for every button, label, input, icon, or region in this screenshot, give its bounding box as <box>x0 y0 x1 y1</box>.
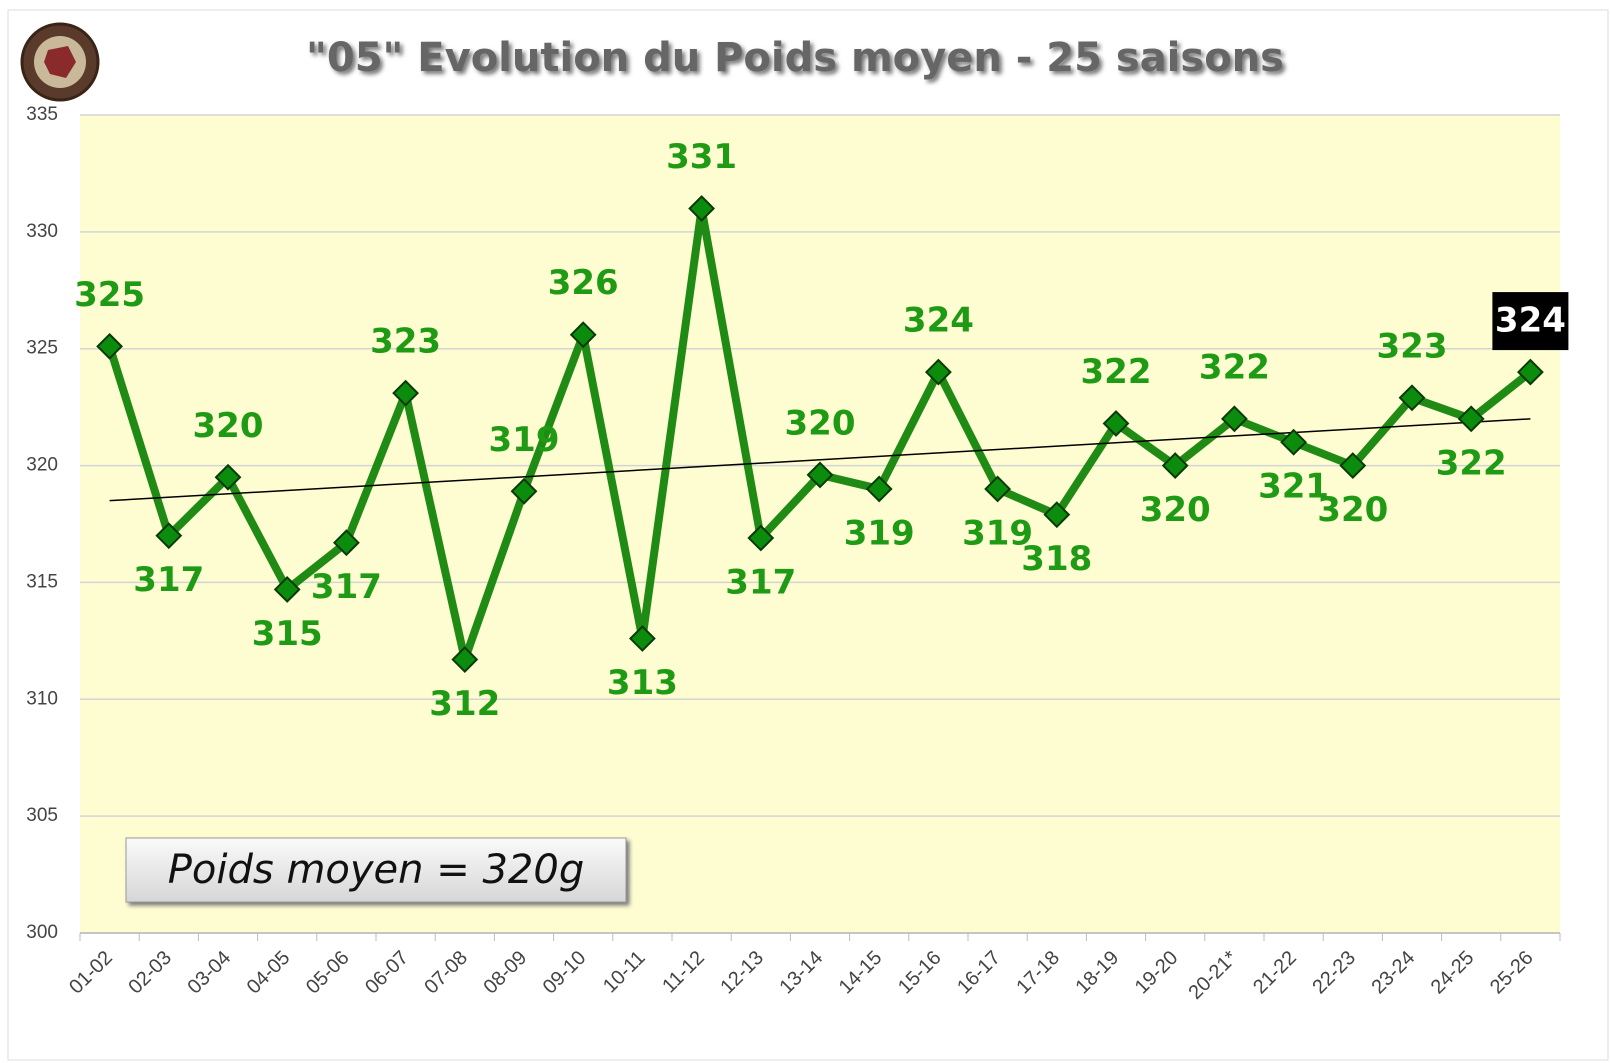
y-tick-label: 310 <box>26 688 58 709</box>
value-label: 322 <box>1436 443 1507 483</box>
value-label: 319 <box>489 420 560 460</box>
marker <box>1102 410 1130 437</box>
value-label: 322 <box>1081 352 1152 392</box>
marker <box>688 195 716 222</box>
chart-title: "05" Evolution du Poids moyen - 25 saiso… <box>306 35 1284 81</box>
marker <box>1280 428 1308 456</box>
value-label: 321 <box>1258 467 1329 507</box>
value-label: 318 <box>1021 539 1092 579</box>
annotation-box <box>125 837 627 903</box>
value-label: 319 <box>844 513 915 553</box>
marker <box>1043 501 1071 529</box>
plot-area <box>80 115 1560 933</box>
value-label: 320 <box>1140 490 1211 530</box>
y-tick-label: 305 <box>26 805 58 826</box>
marker <box>1516 358 1544 386</box>
marker <box>392 379 420 407</box>
y-tick-label: 320 <box>26 455 58 476</box>
marker <box>96 332 124 360</box>
value-label: 313 <box>607 663 678 703</box>
value-label: 324 <box>903 301 974 341</box>
y-tick-label: 325 <box>26 338 58 359</box>
marker <box>628 625 656 652</box>
marker <box>747 524 775 552</box>
marker <box>155 522 183 550</box>
value-label: 325 <box>74 275 145 315</box>
marker <box>924 358 952 386</box>
marker <box>865 475 893 503</box>
y-tick-label: 330 <box>26 221 58 242</box>
value-label: 317 <box>311 567 382 607</box>
y-tick-label: 300 <box>26 922 58 943</box>
marker <box>1398 384 1426 412</box>
value-label: 323 <box>1377 326 1448 366</box>
value-label: 317 <box>133 560 204 600</box>
value-label: 322 <box>1199 347 1270 387</box>
marker <box>214 463 242 491</box>
marker <box>273 576 301 603</box>
value-label: 319 <box>962 513 1033 553</box>
marker <box>1161 452 1189 479</box>
marker <box>510 477 538 505</box>
value-label: 312 <box>429 684 500 724</box>
y-tick-label: 315 <box>26 571 58 592</box>
marker <box>569 321 597 349</box>
logo <box>20 22 100 102</box>
value-label: 320 <box>1317 490 1388 530</box>
marker <box>332 529 360 557</box>
marker <box>451 646 479 673</box>
value-label: 326 <box>548 263 619 303</box>
value-label: 331 <box>666 137 737 177</box>
y-tick-label: 335 <box>26 104 58 125</box>
marker <box>806 461 834 489</box>
value-label: 315 <box>252 614 323 654</box>
marker <box>1220 405 1248 433</box>
value-label: 320 <box>785 403 856 443</box>
marker <box>1339 452 1367 479</box>
value-label-box <box>1492 292 1569 351</box>
value-label: 323 <box>370 322 441 362</box>
value-label: 324 <box>1495 301 1566 341</box>
annotation: Poids moyen = 320g <box>168 847 584 893</box>
value-label: 320 <box>193 406 264 446</box>
marker <box>984 475 1012 503</box>
marker <box>1457 405 1485 433</box>
value-label: 317 <box>725 563 796 603</box>
